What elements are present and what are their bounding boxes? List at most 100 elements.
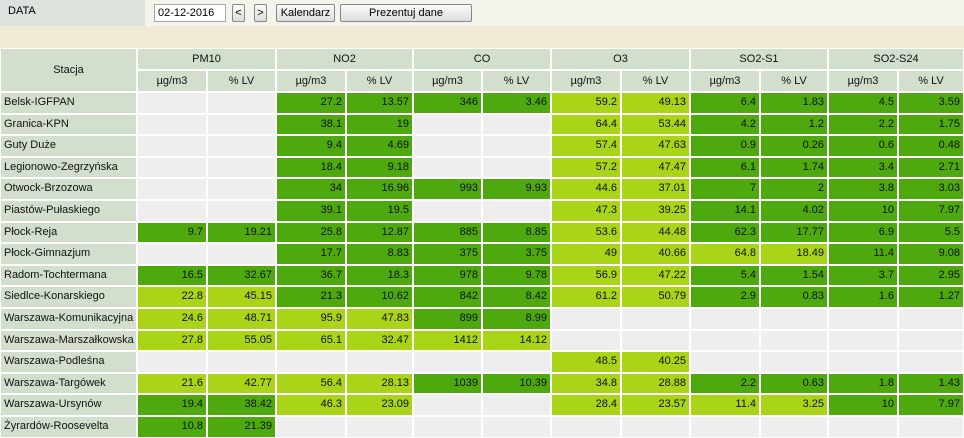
value-cell: 28.13 <box>347 373 412 394</box>
value-cell <box>414 417 481 437</box>
value-cell: 24.6 <box>138 309 206 329</box>
value-cell: 2.9 <box>691 287 759 307</box>
station-name: Warszawa-Komunikacyjna <box>1 309 136 329</box>
station-name: Granica-KPN <box>1 114 136 135</box>
value-cell: 3.7 <box>829 265 897 286</box>
value-cell: 3.03 <box>899 179 963 199</box>
value-cell: 57.2 <box>552 157 620 178</box>
value-cell: 1.8 <box>829 373 897 394</box>
value-cell <box>622 330 689 351</box>
value-cell: 48.71 <box>208 309 275 329</box>
value-cell <box>208 352 275 372</box>
date-label: DATA <box>0 0 145 26</box>
value-cell: 3.46 <box>483 93 550 113</box>
value-cell <box>414 157 481 178</box>
value-cell: 47.22 <box>622 265 689 286</box>
value-cell: 978 <box>414 265 481 286</box>
value-cell <box>414 114 481 135</box>
value-cell: 1.74 <box>761 157 827 178</box>
value-cell: 8.42 <box>483 287 550 307</box>
next-button[interactable]: > <box>254 4 267 22</box>
station-name: Warszawa-Ursynów <box>1 395 136 415</box>
value-cell: 22.8 <box>138 287 206 307</box>
value-cell <box>483 136 550 156</box>
prev-button[interactable]: < <box>232 4 245 22</box>
value-cell <box>829 330 897 351</box>
value-cell: 47.47 <box>622 157 689 178</box>
unit-header: µg/m3 <box>691 71 759 91</box>
value-cell: 0.63 <box>761 373 827 394</box>
value-cell: 64.4 <box>552 114 620 135</box>
value-cell <box>829 352 897 372</box>
value-cell: 1412 <box>414 330 481 351</box>
value-cell <box>552 417 620 437</box>
value-cell: 62.3 <box>691 222 759 243</box>
value-cell: 0.6 <box>829 136 897 156</box>
value-cell: 7.97 <box>899 201 963 221</box>
value-cell: 40.66 <box>622 244 689 264</box>
unit-header: µg/m3 <box>138 71 206 91</box>
value-cell <box>552 309 620 329</box>
value-cell: 1039 <box>414 373 481 394</box>
value-cell: 32.47 <box>347 330 412 351</box>
value-cell <box>761 417 827 437</box>
value-cell: 1.2 <box>761 114 827 135</box>
value-cell: 47.83 <box>347 309 412 329</box>
station-name: Siedlce-Konarskiego <box>1 287 136 307</box>
value-cell <box>277 417 345 437</box>
value-cell <box>208 114 275 135</box>
value-cell: 4.69 <box>347 136 412 156</box>
present-button[interactable]: Prezentuj dane <box>340 4 472 22</box>
station-name: Belsk-IGFPAN <box>1 93 136 113</box>
value-cell <box>899 417 963 437</box>
unit-header: % LV <box>208 71 275 91</box>
value-cell: 39.1 <box>277 201 345 221</box>
value-cell: 4.5 <box>829 93 897 113</box>
value-cell <box>691 330 759 351</box>
value-cell: 57.4 <box>552 136 620 156</box>
value-cell: 65.1 <box>277 330 345 351</box>
station-name: Warszawa-Targówek <box>1 373 136 394</box>
value-cell: 53.44 <box>622 114 689 135</box>
unit-header: µg/m3 <box>829 71 897 91</box>
value-cell: 18.3 <box>347 265 412 286</box>
date-input[interactable]: 02-12-2016 <box>154 4 226 22</box>
value-cell: 45.15 <box>208 287 275 307</box>
value-cell <box>277 352 345 372</box>
group-header: SO2-S24 <box>829 49 963 69</box>
value-cell <box>761 352 827 372</box>
value-cell <box>899 352 963 372</box>
value-cell: 28.88 <box>622 373 689 394</box>
value-cell: 21.3 <box>277 287 345 307</box>
value-cell <box>829 417 897 437</box>
value-cell <box>483 157 550 178</box>
value-cell: 64.8 <box>691 244 759 264</box>
value-cell: 10.62 <box>347 287 412 307</box>
value-cell <box>691 417 759 437</box>
value-cell <box>138 179 206 199</box>
unit-header: µg/m3 <box>277 71 345 91</box>
value-cell <box>138 201 206 221</box>
value-cell: 11.4 <box>691 395 759 415</box>
station-name: Płock-Reja <box>1 222 136 243</box>
value-cell: 1.75 <box>899 114 963 135</box>
group-header: SO2-S1 <box>691 49 827 69</box>
value-cell: 6.4 <box>691 93 759 113</box>
value-cell: 46.3 <box>277 395 345 415</box>
station-name: Otwock-Brzozowa <box>1 179 136 199</box>
value-cell: 5.4 <box>691 265 759 286</box>
value-cell: 16.96 <box>347 179 412 199</box>
group-header: NO2 <box>277 49 412 69</box>
calendar-button[interactable]: Kalendarz <box>276 4 335 22</box>
value-cell: 375 <box>414 244 481 264</box>
value-cell <box>622 417 689 437</box>
value-cell <box>691 352 759 372</box>
value-cell: 18.4 <box>277 157 345 178</box>
value-cell <box>208 179 275 199</box>
value-cell <box>138 352 206 372</box>
value-cell: 55.05 <box>208 330 275 351</box>
value-cell: 16.5 <box>138 265 206 286</box>
value-cell: 3.8 <box>829 179 897 199</box>
value-cell: 19 <box>347 114 412 135</box>
value-cell: 2.71 <box>899 157 963 178</box>
